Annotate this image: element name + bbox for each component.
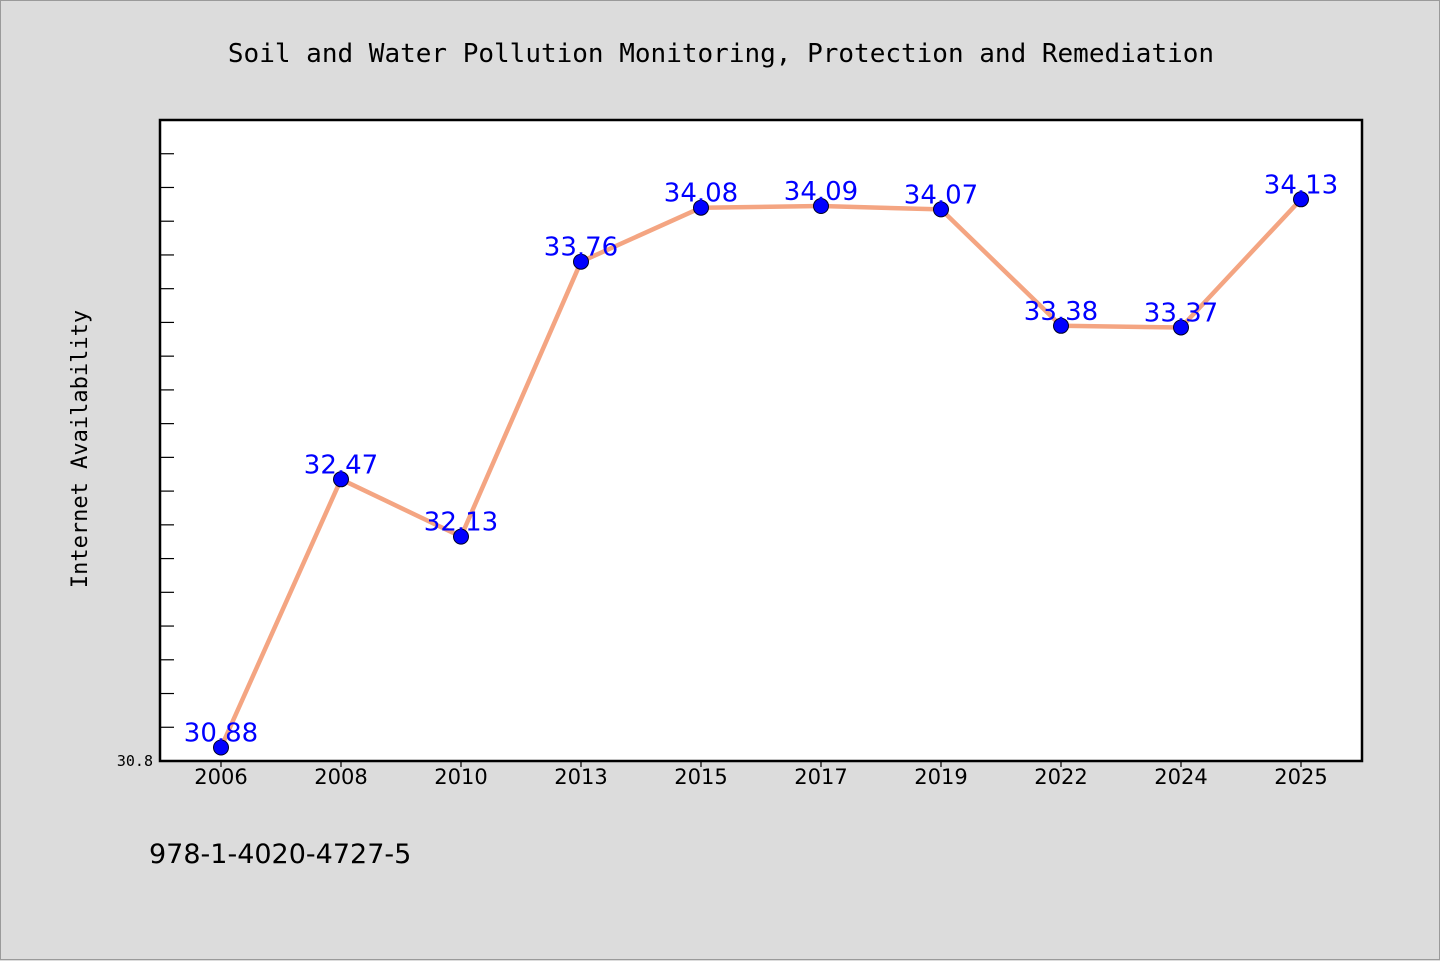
data-point — [693, 199, 709, 216]
data-label: 34.08 — [664, 179, 738, 209]
data-label: 32.47 — [304, 450, 378, 480]
data-label: 33.38 — [1024, 297, 1098, 327]
x-tick-label: 2024 — [1154, 765, 1207, 789]
x-tick-label: 2025 — [1274, 765, 1327, 789]
data-label: 30.88 — [184, 719, 258, 749]
data-label: 34.13 — [1264, 170, 1338, 200]
x-tick-labels: 2006 2008 2010 2013 2015 2017 2019 2022 2024 2025 — [194, 765, 1327, 789]
data-label: 33.37 — [1144, 298, 1218, 328]
y-tick-labels: 30.8 — [117, 752, 153, 770]
x-tick-label: 2010 — [434, 765, 487, 789]
data-point — [1293, 191, 1309, 208]
data-point — [453, 528, 469, 545]
y-axis-label: Internet Availability — [68, 310, 93, 588]
x-tick-label: 2008 — [314, 765, 367, 789]
plot-frame — [158, 118, 1364, 763]
chart-title: Soil and Water Pollution Monitoring, Pro… — [228, 39, 1214, 69]
data-labels: 30.88 32.47 32.13 33.76 34.08 34.09 34.07 33.38… — [184, 170, 1338, 748]
data-point — [1173, 319, 1189, 336]
y-minor-ticks — [160, 119, 174, 728]
data-point — [813, 198, 829, 215]
data-label: 34.07 — [904, 180, 978, 210]
data-point — [573, 253, 589, 270]
data-point — [933, 201, 949, 218]
x-tick-label: 2019 — [914, 765, 967, 789]
data-label: 33.76 — [544, 233, 618, 263]
x-tick-label: 2015 — [674, 765, 727, 789]
data-label: 32.13 — [424, 508, 498, 538]
isbn-footer: 978-1-4020-4727-5 — [149, 839, 411, 870]
y-tick-label: 30.8 — [117, 752, 153, 770]
x-tick-label: 2013 — [554, 765, 607, 789]
series-line — [218, 197, 1304, 750]
data-point — [213, 739, 229, 756]
data-markers — [213, 191, 1309, 756]
plot-area — [160, 120, 1362, 761]
data-point — [1053, 317, 1069, 334]
x-tick-label: 2017 — [794, 765, 847, 789]
data-point — [333, 471, 349, 488]
data-label: 34.09 — [784, 177, 858, 207]
x-tick-label: 2006 — [194, 765, 247, 789]
x-tick-label: 2022 — [1034, 765, 1087, 789]
